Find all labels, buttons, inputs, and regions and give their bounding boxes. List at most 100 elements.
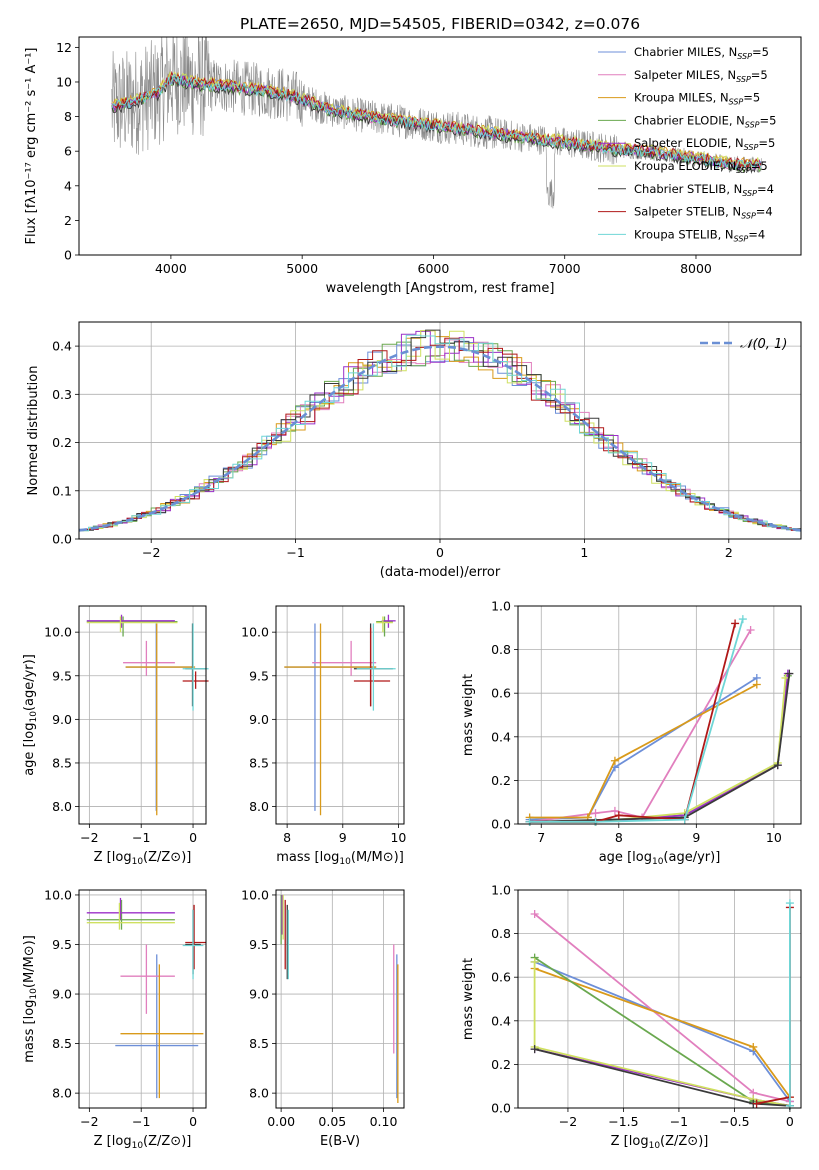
x-tick-label: 9 [692,830,700,845]
y-tick-label: 10.0 [44,625,72,640]
legend-label: Chabrier MILES, NSSP=5 [634,45,769,61]
residuals-plot [79,329,801,533]
residual-histogram-step [79,329,801,533]
axes-frame [78,36,802,256]
y-tick-label: 0.4 [491,729,511,744]
data-point-marker [591,809,600,818]
x-tick-label: 0 [189,1114,197,1129]
data-point-marker [530,957,539,966]
axes-frame [275,605,405,825]
data-point-marker [785,899,794,908]
x-tick-label: 0.00 [267,1114,295,1129]
y-tick-label: 9.0 [249,712,269,727]
y-tick-label: 9.5 [249,668,269,683]
y-tick-label: 0.1 [52,483,72,498]
y-axis-label: mass weight [461,958,476,1040]
x-axis-label: E(B-V) [320,1134,360,1149]
data-point-marker [680,815,689,824]
y-tick-label: 8.0 [249,1086,269,1101]
data-point-marker [530,909,539,918]
y-tick-label: 0.2 [491,773,511,788]
x-tick-label: 0 [786,1114,794,1129]
y-tick-label: 9.5 [249,937,269,952]
y-tick-label: 0.0 [491,1101,511,1116]
data-point-marker [530,1045,539,1054]
y-axis-label: Normed distribution [26,366,41,496]
y-axis-label: age [log10(age/yr)] [22,654,39,776]
age-vs-mass-panel: 8 9 10 8.0 8.5 9.0 9.5 10.0 mass [log10(M/M⊙)] [241,605,406,867]
data-point-marker [746,625,755,634]
y-axis-label: mass weight [461,674,476,756]
x-tick-label: −1 [286,545,304,560]
x-tick-label: 2 [725,545,733,560]
mass-weight-line [529,673,791,823]
y-tick-label: 0.0 [491,817,511,832]
y-tick-label: 8 [64,109,72,124]
mass-vs-EBV-panel: 0.00 0.05 0.10 8.0 8.5 9.0 9.5 10.0 E(B-V) [241,887,405,1149]
y-tick-label: 10 [56,74,72,89]
axes-frame [275,889,405,1109]
legend-label: Chabrier STELIB, NSSP=4 [634,182,774,198]
y-tick-label: 10.0 [241,887,269,902]
y-tick-label: 8.0 [249,799,269,814]
x-tick-label: 8000 [680,261,712,276]
x-tick-label: −1 [132,1114,150,1129]
legend-label: Salpeter MILES, NSSP=5 [634,68,768,84]
y-tick-label: 12 [56,40,72,55]
x-tick-label: −1 [132,830,150,845]
y-tick-label: 0.3 [52,387,72,402]
model-spectrum-line [111,74,762,170]
y-tick-label: 2 [64,213,72,228]
y-tick-label: 0 [64,248,72,263]
mass-weight-line [529,677,787,823]
mass-vs-Z-panel: −2 −1 0 8.0 8.5 9.0 9.5 10.0 Z [log10(Z/Z⊙)] mass… [22,887,207,1151]
y-tick-label: 0.0 [52,532,72,547]
legend-label: Kroupa STELIB, NSSP=4 [634,227,765,243]
data-point-marker [785,669,794,678]
y-tick-label: 0.4 [52,339,72,354]
y-tick-label: 9.5 [52,668,72,683]
y-tick-label: 0.2 [491,1057,511,1072]
figure-title: PLATE=2650, MJD=54505, FIBERID=0342, z=0… [240,15,640,33]
axes-frame [78,889,207,1109]
y-tick-label: 8.5 [249,1036,269,1051]
mass-weight-line [534,956,791,1107]
mass-weight-line [529,673,789,823]
x-axis-label: Z [log10(Z/Z⊙)] [94,1134,192,1151]
y-tick-label: 9.0 [52,712,72,727]
axes-frame [78,605,207,825]
data-point-marker [731,619,740,628]
x-tick-label: −2 [80,830,98,845]
mass-weight-line [529,675,789,823]
x-tick-label: 8 [615,830,623,845]
x-tick-label: 1 [580,545,588,560]
spectrum-plot [111,37,762,209]
axes-frame [517,889,802,1109]
x-tick-label: −0.5 [719,1114,749,1129]
age-vs-Z-panel: −2 −1 0 8.0 8.5 9.0 9.5 10.0 Z [log10(Z/Z⊙)] age … [22,605,209,867]
x-axis-label: Z [log10(Z/Z⊙)] [94,850,192,867]
mass-weight-line [529,629,752,823]
y-tick-label: 8.0 [52,799,72,814]
x-tick-label: −2 [142,545,160,560]
x-tick-label: 10 [390,830,406,845]
y-tick-label: 4 [64,178,72,193]
legend-label: Chabrier ELODIE, NSSP=5 [634,113,776,129]
legend-label: 𝒩(0, 1) [740,337,787,352]
mass-weight-line [529,623,736,823]
y-tick-label: 8.0 [52,1086,72,1101]
axes-frame [517,605,802,825]
y-tick-label: 0.4 [491,1013,511,1028]
mass-weight-vs-Z-panel: −2 −1.5 −1 −0.5 0 0.0 0.2 0.4 0.6 0.8 1.0 Z [log10(… [461,883,802,1151]
mass-weight-vs-age-panel: 7 8 9 10 0.0 0.2 0.4 0.6 0.8 1.0 age [log10(age/yr… [461,599,802,867]
data-point-marker [752,680,761,689]
model-spectrum-line [111,70,762,170]
x-axis-label: age [log10(age/yr)] [599,850,721,867]
data-point-marker [738,615,747,624]
x-tick-label: 0.10 [370,1114,398,1129]
x-tick-label: 4000 [155,261,187,276]
x-tick-label: −1.5 [608,1114,638,1129]
y-tick-label: 0.6 [491,970,511,985]
x-axis-label: Z [log10(Z/Z⊙)] [611,1134,709,1151]
